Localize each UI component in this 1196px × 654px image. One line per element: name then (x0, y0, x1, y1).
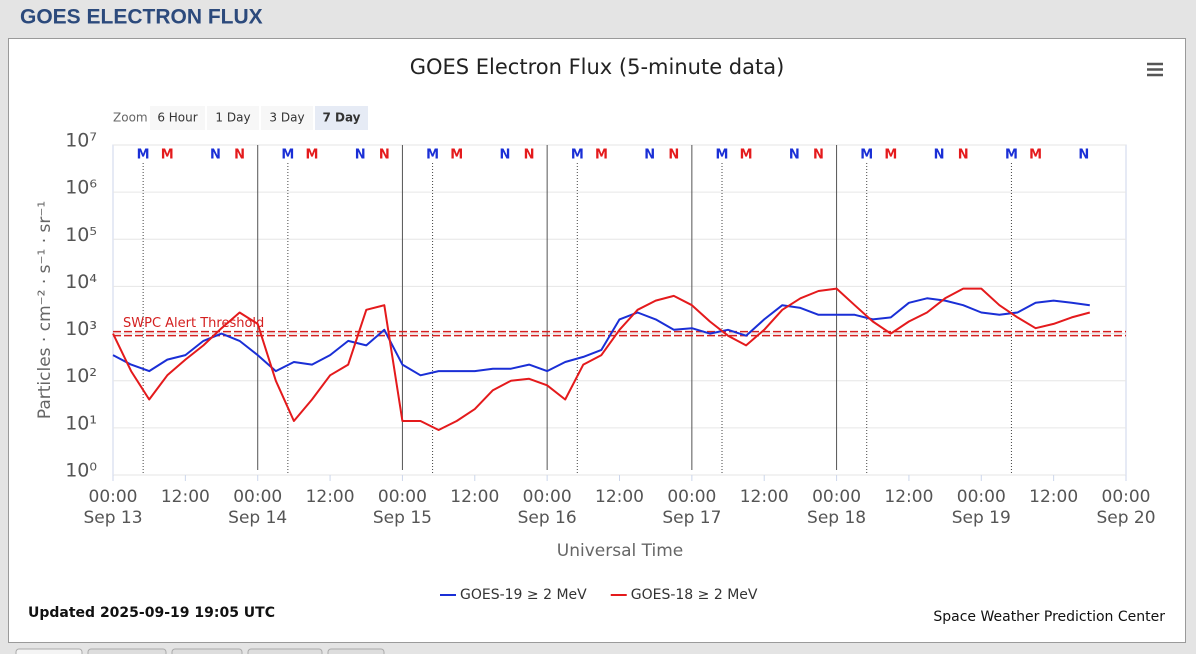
marker-label: M (716, 148, 729, 163)
menu-icon[interactable] (1147, 62, 1163, 77)
zoom-button[interactable]: 3 Day (261, 106, 313, 130)
y-tick-label: 10⁷ (65, 130, 97, 152)
zoom-button-label: 6 Hour (157, 111, 197, 125)
x-tick-label: 12:00 (595, 487, 644, 507)
zoom-button-bg (261, 106, 313, 130)
y-tick-label: 10³ (65, 318, 97, 340)
x-tick-label: 00:00 (233, 487, 282, 507)
marker-label: M (571, 148, 584, 163)
x-tick-label: 00:00 (89, 487, 138, 507)
series-line (112, 287, 1091, 431)
chart-title: GOES Electron Flux (5-minute data) (410, 55, 785, 79)
tabs (15, 648, 385, 654)
zoom-button-bg (207, 106, 259, 130)
x-tick-label: 12:00 (306, 487, 355, 507)
x-tick-label: 12:00 (161, 487, 210, 507)
marker-label: M (426, 148, 439, 163)
marker-label: M (860, 148, 873, 163)
updated-text: Updated 2025-09-19 19:05 UTC (28, 605, 275, 621)
marker-label: N (789, 148, 800, 163)
x-axis-title: Universal Time (557, 541, 683, 561)
y-tick-label: 10¹ (65, 412, 97, 434)
y-tick-label: 10² (65, 365, 97, 387)
x-day-label: Sep 20 (1096, 508, 1155, 528)
x-tick-label: 12:00 (1029, 487, 1078, 507)
x-tick-label: 00:00 (523, 487, 572, 507)
zoom-button-label: 7 Day (322, 111, 360, 125)
x-day-label: Sep 13 (83, 508, 142, 528)
tab[interactable] (15, 648, 83, 654)
marker-label: N (234, 148, 245, 163)
y-tick-label: 10⁶ (65, 177, 97, 199)
x-day-label: Sep 14 (228, 508, 287, 528)
zoom-button-label: 3 Day (269, 111, 304, 125)
x-tick-label: 00:00 (378, 487, 427, 507)
zoom-button[interactable]: 6 Hour (150, 106, 205, 130)
marker-label: N (379, 148, 390, 163)
marker-label: M (884, 148, 897, 163)
marker-label: N (958, 148, 969, 163)
marker-label: N (1078, 148, 1089, 163)
marker-label: N (668, 148, 679, 163)
x-tick-label: 00:00 (667, 487, 716, 507)
tab[interactable] (87, 648, 167, 654)
zoom-button-label: 1 Day (215, 111, 250, 125)
y-tick-label: 10⁴ (65, 271, 97, 293)
series-line (112, 297, 1090, 377)
marker-label: N (210, 148, 221, 163)
tab[interactable] (171, 648, 243, 654)
legend-label: GOES-18 ≥ 2 MeV (631, 587, 758, 603)
x-day-label: Sep 16 (518, 508, 577, 528)
zoom-button[interactable]: 7 Day (315, 106, 368, 130)
marker-label: N (813, 148, 824, 163)
marker-label: M (1029, 148, 1042, 163)
zoom-button-bg (315, 106, 368, 130)
x-day-label: Sep 19 (952, 508, 1011, 528)
y-tick-label: 10⁵ (65, 224, 97, 246)
x-day-label: Sep 15 (373, 508, 432, 528)
marker-label: M (306, 148, 319, 163)
page-title: GOES ELECTRON FLUX (20, 6, 263, 29)
marker-label: M (1005, 148, 1018, 163)
marker-label: N (499, 148, 510, 163)
legend-label: GOES-19 ≥ 2 MeV (460, 587, 587, 603)
marker-label: M (740, 148, 753, 163)
x-tick-label: 00:00 (957, 487, 1006, 507)
tab[interactable] (327, 648, 385, 654)
marker-label: M (450, 148, 463, 163)
marker-label: N (355, 148, 366, 163)
x-tick-label: 00:00 (812, 487, 861, 507)
credit-text: Space Weather Prediction Center (933, 609, 1165, 625)
y-axis-title: Particles · cm⁻² · s⁻¹ · sr⁻¹ (35, 201, 55, 419)
marker-label: N (934, 148, 945, 163)
marker-label: M (137, 148, 150, 163)
marker-label: M (595, 148, 608, 163)
y-tick-label: 10⁰ (65, 460, 97, 482)
tab[interactable] (247, 648, 323, 654)
marker-label: M (161, 148, 174, 163)
threshold-label: SWPC Alert Threshold (123, 316, 264, 331)
zoom-label: Zoom (113, 111, 148, 125)
x-tick-label: 12:00 (740, 487, 789, 507)
x-tick-label: 12:00 (450, 487, 499, 507)
x-tick-label: 00:00 (1102, 487, 1151, 507)
marker-label: N (524, 148, 535, 163)
x-tick-label: 12:00 (884, 487, 933, 507)
zoom-button[interactable]: 1 Day (207, 106, 259, 130)
marker-label: M (281, 148, 294, 163)
marker-label: N (644, 148, 655, 163)
x-day-label: Sep 18 (807, 508, 866, 528)
zoom-button-bg (150, 106, 205, 130)
x-day-label: Sep 17 (662, 508, 721, 528)
